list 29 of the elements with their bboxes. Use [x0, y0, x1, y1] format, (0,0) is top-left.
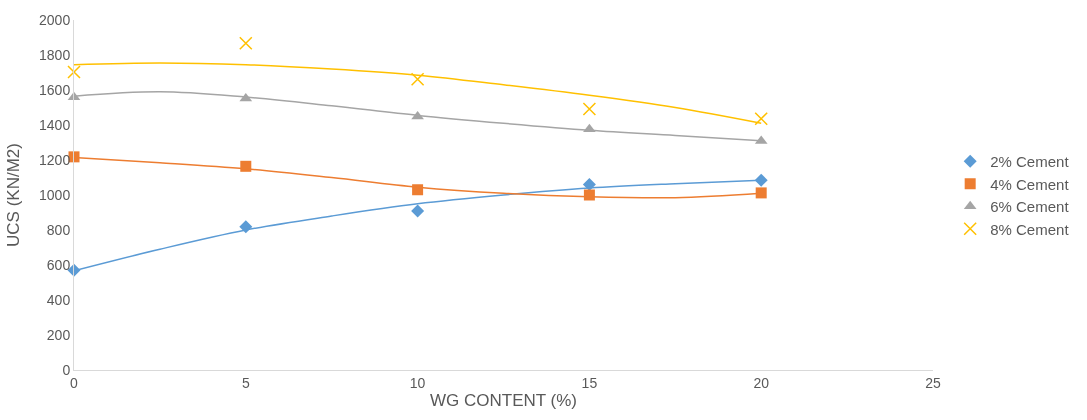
- y-tick-label: 2000: [39, 11, 71, 28]
- y-axis-title: UCS (KN/M2): [3, 143, 23, 247]
- y-tick-label: 800: [46, 221, 71, 238]
- point: [754, 111, 768, 126]
- y-tick-label: 1600: [39, 81, 71, 98]
- x-tick-label: 20: [753, 374, 770, 391]
- point: [582, 102, 597, 116]
- y-tick-label: 1200: [39, 151, 71, 168]
- x-tick-label: 10: [409, 374, 426, 391]
- x-tick-label: 25: [925, 374, 941, 391]
- x-tick-label: 5: [241, 374, 250, 391]
- point: [239, 36, 253, 51]
- y-tick-label: 1000: [39, 186, 71, 203]
- point: [410, 72, 425, 87]
- legend-label: 4% Cement: [990, 175, 1070, 193]
- x-axis-title: WG CONTENT (%): [429, 391, 578, 411]
- point: [67, 65, 81, 79]
- y-tick-label: 1400: [39, 116, 71, 133]
- legend-label: 2% Cement: [990, 153, 1070, 171]
- y-tick-label: 0: [62, 361, 71, 378]
- y-tick-label: 200: [46, 326, 71, 343]
- y-tick-label: 400: [46, 291, 71, 308]
- legend-label: 6% Cement: [990, 198, 1070, 216]
- y-tick-label: 1800: [39, 46, 71, 63]
- x-tick-label: 15: [581, 374, 598, 391]
- y-tick-label: 600: [46, 256, 71, 273]
- point: [755, 187, 767, 199]
- point: [411, 204, 425, 218]
- legend-label: 8% Cement: [990, 220, 1070, 238]
